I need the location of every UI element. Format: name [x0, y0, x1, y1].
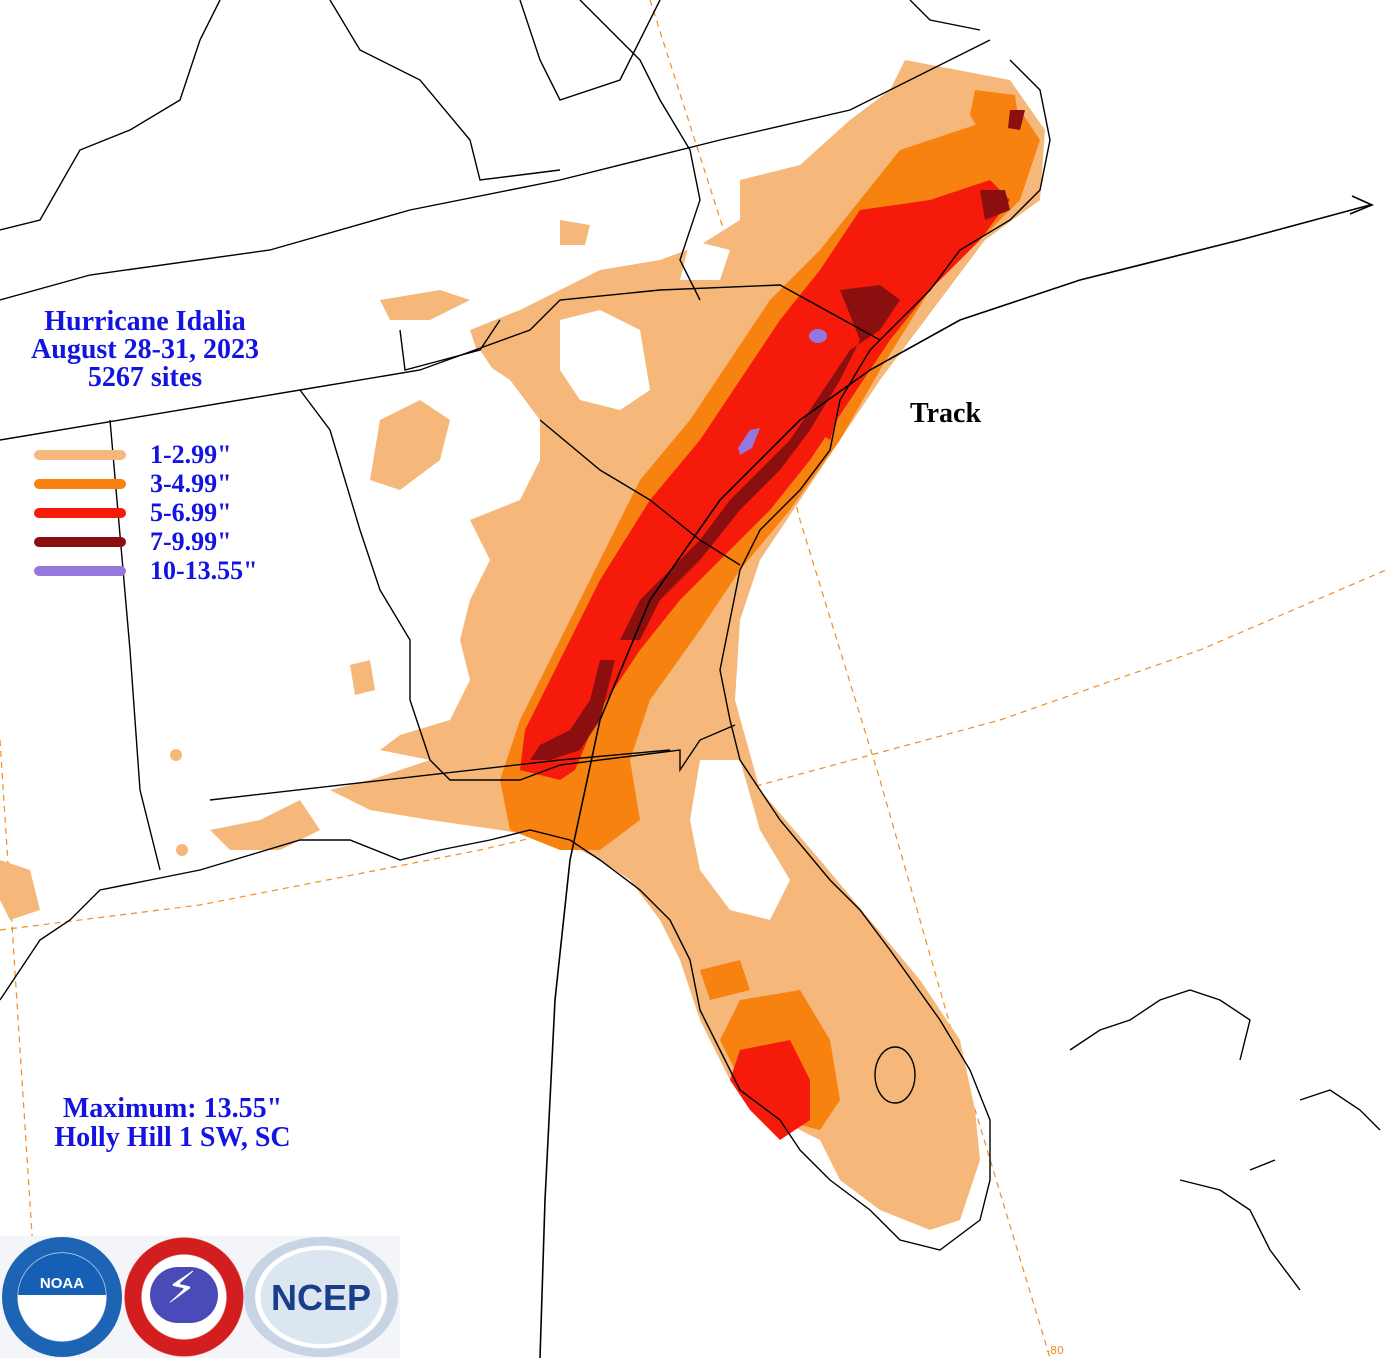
hurricane-track: [539, 195, 1375, 1358]
maximum-location: Holly Hill 1 SW, SC: [54, 1122, 291, 1153]
legend-swatch: [34, 450, 126, 460]
lightning-icon: ⚡: [166, 1263, 197, 1314]
rain-gaps: [440, 240, 790, 920]
map-title: Hurricane Idalia August 28-31, 2023 5267…: [0, 308, 290, 392]
legend-swatch: [34, 508, 126, 518]
storm-name: Hurricane Idalia: [44, 306, 246, 337]
legend-label: 10-13.55": [150, 556, 258, 585]
legend-label: 3-4.99": [150, 469, 232, 498]
islands: [874, 989, 1381, 1291]
legend-swatch: [34, 566, 126, 576]
nws-logo: ⚡: [124, 1237, 244, 1357]
ncep-logo-text: NCEP: [270, 1277, 372, 1318]
maximum-value: Maximum: 13.55": [62, 1093, 283, 1124]
noaa-logo: NOAA: [2, 1237, 122, 1357]
boundaries: [0, 0, 1051, 1251]
track-label: Track: [910, 398, 982, 429]
storm-dates: August 28-31, 2023: [31, 334, 259, 365]
rain-band-10-13.55: [738, 329, 827, 455]
noaa-logo-text: NOAA: [39, 1275, 85, 1292]
agency-logos: NOAA ⚡ NCEP: [0, 1236, 400, 1358]
longitude-label: -80: [1046, 1344, 1064, 1357]
site-count: 5267 sites: [87, 362, 203, 393]
noaa-emblem: NOAA: [18, 1253, 106, 1341]
legend-label: 7-9.99": [150, 527, 232, 556]
legend-swatch: [34, 537, 126, 547]
legend-swatch: [34, 479, 126, 489]
legend-label: 5-6.99": [150, 498, 232, 527]
maximum-info: Maximum: 13.55" Holly Hill 1 SW, SC: [0, 1094, 345, 1152]
rain-band-7-9.99: [530, 110, 1025, 760]
legend-label: 1-2.99": [150, 440, 232, 469]
ncep-logo: NCEP: [244, 1237, 398, 1357]
nws-cloud-icon: [150, 1267, 218, 1323]
